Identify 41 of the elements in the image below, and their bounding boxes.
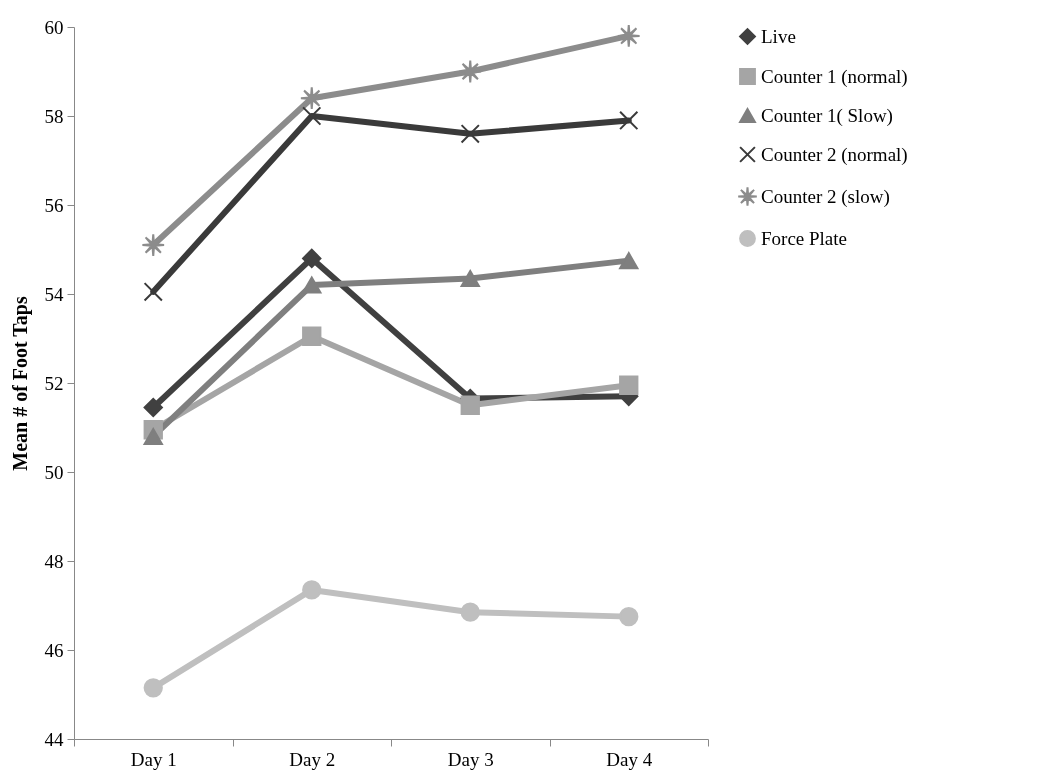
y-tick-label: 56 xyxy=(44,194,64,216)
y-tick-label: 60 xyxy=(44,16,64,38)
point xyxy=(619,606,639,627)
y-tick-label: 58 xyxy=(44,105,64,127)
legend-label: Counter 1( Slow) xyxy=(761,104,893,127)
point xyxy=(302,326,322,346)
legend-label: Counter 1 (normal) xyxy=(761,65,908,88)
y-tick-label: 46 xyxy=(44,639,64,661)
point xyxy=(141,233,166,257)
point xyxy=(619,110,639,131)
point xyxy=(458,59,483,84)
point xyxy=(460,269,480,287)
point xyxy=(302,248,322,269)
point xyxy=(143,397,163,418)
x-tick-label: Day 2 xyxy=(289,748,336,770)
point xyxy=(460,395,480,415)
y-tick-label: 54 xyxy=(44,283,64,305)
point xyxy=(143,282,163,302)
x-tick-label: Day 4 xyxy=(606,748,653,770)
legend-label: Live xyxy=(761,25,796,47)
point xyxy=(143,678,163,698)
point xyxy=(460,124,480,144)
legend-label: Counter 2 (normal) xyxy=(761,143,908,166)
point xyxy=(619,252,639,270)
point xyxy=(460,602,480,622)
y-tick-label: 52 xyxy=(44,372,64,394)
legend-label: Force Plate xyxy=(761,227,848,249)
point xyxy=(299,86,324,111)
x-tick-label: Day 1 xyxy=(130,748,177,770)
y-tick-label: 48 xyxy=(44,550,64,572)
y-tick-label: 50 xyxy=(44,461,64,483)
y-tick-label: 44 xyxy=(44,728,64,750)
x-tick-label: Day 3 xyxy=(447,748,494,770)
y-axis-title: Mean # of Foot Taps xyxy=(8,296,32,471)
point xyxy=(619,375,639,395)
point xyxy=(302,580,322,600)
point xyxy=(302,276,322,294)
point xyxy=(616,24,641,48)
legend-label: Counter 2 (slow) xyxy=(761,185,890,208)
point xyxy=(302,106,322,126)
point xyxy=(143,427,163,445)
